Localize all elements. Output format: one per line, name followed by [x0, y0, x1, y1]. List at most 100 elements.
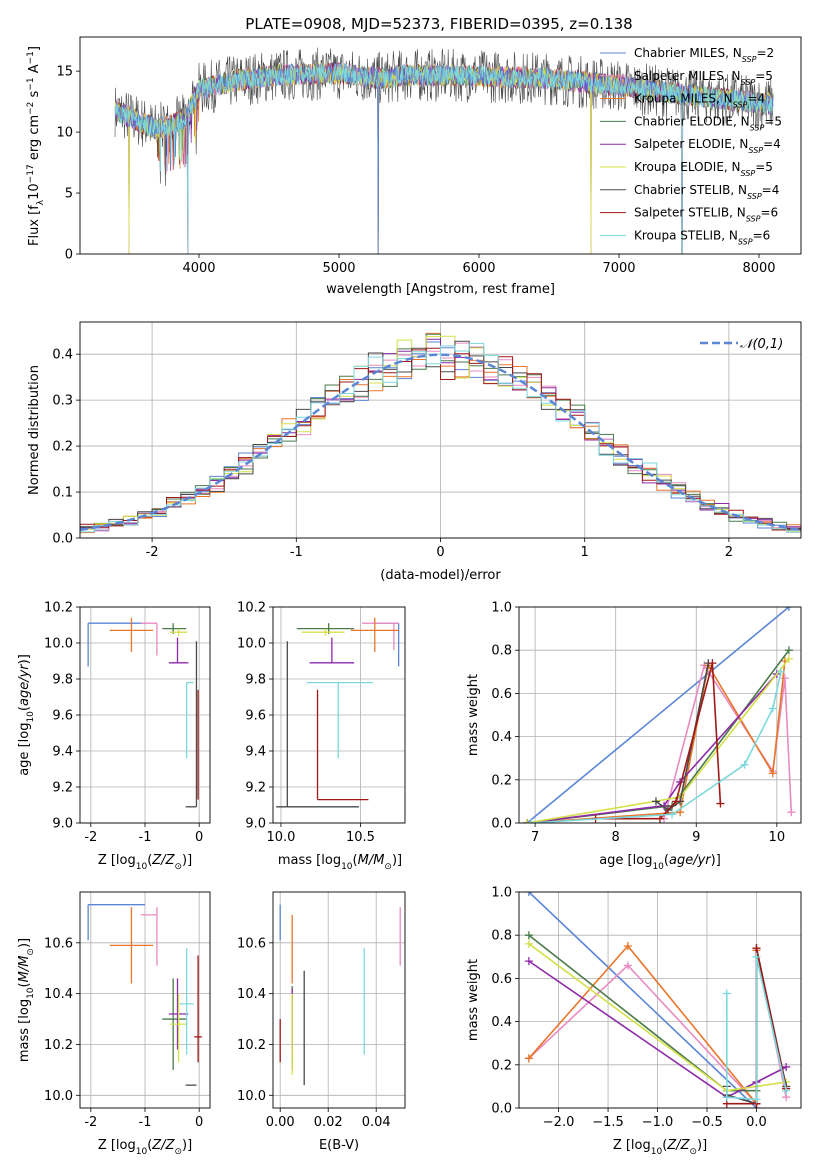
label-part: 10: [27, 183, 42, 200]
axes-z-weight: −2.0 −1.5 −1.0 −0.5 0.0 0.0 0.2 0.4 0.6 0.8 1.0: [491, 886, 801, 1130]
x-tick-label: 0: [195, 830, 203, 845]
label-part: mass [log: [17, 999, 32, 1062]
series-line: [526, 658, 790, 823]
legend-label-kroupa-miles: Kroupa MILES, NSSP=4: [634, 92, 765, 110]
spectrum-title: PLATE=0908, MJD=52373, FIBERID=0395, z=0…: [245, 15, 632, 33]
label-part: )]: [17, 654, 32, 664]
series-marker: [523, 819, 532, 823]
label-part: 10: [26, 711, 36, 723]
series-marker: [524, 931, 533, 940]
y-tick-label: 9.4: [245, 745, 266, 760]
label-part: −17: [26, 164, 36, 183]
legend-sub: SSP: [733, 100, 748, 109]
series-line: [528, 892, 758, 1108]
label-part: M/M: [358, 853, 385, 868]
legend-nssp: =5: [755, 69, 773, 83]
y-tick-label: 10.4: [237, 987, 266, 1002]
legend-label-chabrier-miles: Chabrier MILES, NSSP=2: [634, 46, 774, 64]
x-tick-label: 0.00: [266, 1115, 295, 1130]
series-marker: [668, 810, 677, 819]
y-tick-label: 10.2: [237, 1038, 266, 1053]
label-part: )]: [697, 1138, 707, 1153]
x-tick-label: −1.0: [642, 1115, 674, 1130]
y-tick-label: 0.6: [491, 687, 512, 702]
axes-spectrum: 4000 5000 6000 7000 8000 0 5 10 15: [56, 65, 775, 276]
y-tick-label: 0: [65, 248, 73, 263]
plot-area-ebv-mass: [279, 904, 401, 1086]
series-marker: [722, 1093, 731, 1102]
label-part: −1: [26, 51, 36, 64]
legend-nssp: =4: [763, 137, 781, 151]
y-tick-label: 0.2: [52, 440, 73, 455]
series-marker: [768, 769, 777, 778]
legend-label-kroupa-stelib: Kroupa STELIB, NSSP=6: [634, 228, 770, 246]
series-marker: [524, 1054, 533, 1063]
point-salpeter-stelib: [316, 689, 369, 801]
x-tick-label: -2: [84, 1115, 97, 1130]
plot-area-age-weight: [523, 607, 796, 823]
label-part: 10: [652, 862, 664, 872]
point-kroupa-miles: [350, 617, 399, 652]
legend-label-kroupa-elodie: Kroupa ELODIE, NSSP=5: [634, 160, 773, 178]
legend-nssp: =6: [760, 206, 778, 220]
label-part: ⊙: [26, 948, 36, 956]
y-tick-label: 5: [65, 187, 73, 202]
legend-model: Salpeter STELIB, N: [634, 206, 746, 220]
label-part: Z/Z: [666, 1138, 690, 1153]
x-tick-label: 10.5: [346, 830, 375, 845]
series-marker: [782, 1062, 791, 1071]
label-part: −1: [26, 77, 36, 90]
series-marker: [722, 989, 731, 998]
axes-frame: [518, 891, 802, 1109]
series-marker: [752, 1095, 761, 1104]
legend-sub: SSP: [742, 55, 757, 64]
point-salpeter-miles: [140, 907, 158, 966]
y-tick-label: 0.2: [491, 773, 512, 788]
series-marker: [524, 939, 533, 948]
label-part: 10: [136, 1147, 148, 1157]
point-salpeter-miles: [362, 622, 399, 651]
x-tick-label: 7: [531, 830, 539, 845]
legend-nssp: =4: [762, 183, 780, 197]
label-part: Z/Z: [151, 853, 175, 868]
z-mass-xlabel: Z [log10(Z/Z⊙)]: [98, 1138, 192, 1157]
z-age-ylabel: age [log10(age/yr)]: [17, 654, 36, 776]
series-marker: [527, 819, 536, 823]
axes-frame: [272, 891, 406, 1109]
series-marker: [623, 942, 632, 950]
residuals-xlabel: (data-model)/error: [380, 568, 501, 583]
series-line: [526, 607, 790, 823]
series-kroupa-stelib: [527, 667, 785, 823]
y-tick-label: 9.6: [52, 709, 73, 724]
series-marker: [672, 797, 681, 806]
label-part: 10: [136, 862, 148, 872]
label-part: )]: [711, 853, 721, 868]
label-part: Z [log: [613, 1138, 651, 1153]
series-kroupa-elodie: [524, 939, 791, 1095]
series-kroupa-stelib: [722, 952, 791, 1104]
y-tick-label: 0.4: [52, 348, 73, 363]
label-part: ⊙: [689, 1147, 697, 1157]
point-salpeter-stelib: [194, 955, 202, 1063]
label-part: (: [664, 853, 669, 868]
label-part: erg cm: [27, 115, 42, 164]
y-tick-label: 9.2: [52, 781, 73, 796]
x-tick-label: -2: [146, 545, 159, 560]
y-tick-label: 0.8: [491, 644, 512, 659]
label-part: M/M: [17, 956, 32, 983]
point-kroupa-elodie: [169, 993, 188, 1063]
legend-model: Salpeter MILES, N: [634, 69, 741, 83]
label-part: λ: [36, 199, 46, 205]
label-part: Z [log: [98, 853, 136, 868]
label-part: (: [17, 706, 32, 711]
y-tick-label: 10.4: [44, 987, 73, 1002]
series-line: [526, 673, 778, 823]
label-part: Z/Z: [151, 1138, 175, 1153]
label-part: (: [17, 982, 32, 987]
axes-frame: [518, 606, 802, 824]
y-tick-label: 0.0: [491, 817, 512, 832]
legend-nssp: =4: [747, 92, 765, 106]
label-part: mass [log: [278, 853, 341, 868]
series-marker: [623, 961, 632, 970]
series-marker: [524, 892, 533, 896]
